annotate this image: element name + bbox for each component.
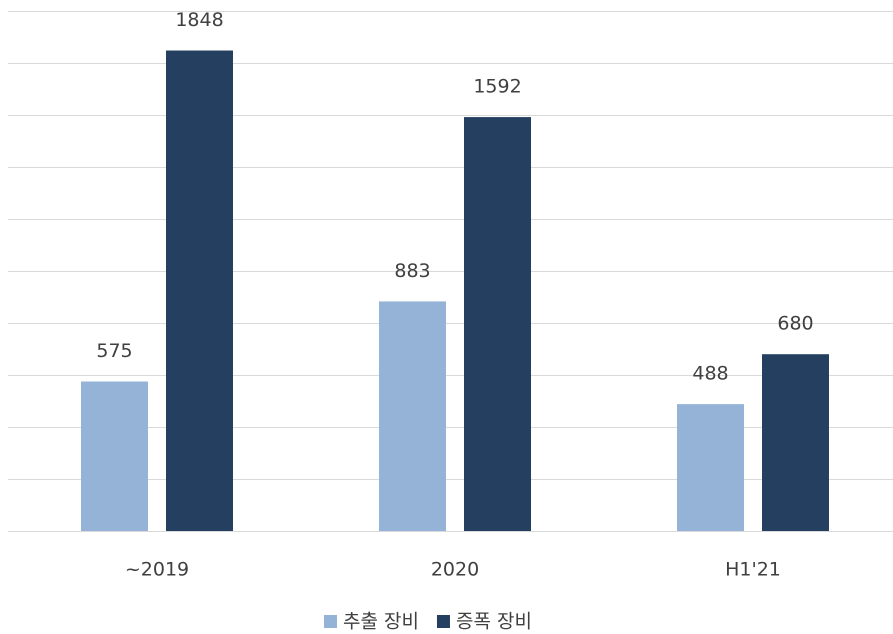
data-label: 488 (692, 363, 728, 385)
legend-label: 추출 장비 (343, 611, 419, 633)
bar (379, 301, 446, 531)
x-tick-label: 2020 (431, 559, 479, 581)
legend-swatch (436, 615, 450, 628)
bar (762, 354, 829, 531)
data-label: 1848 (175, 9, 223, 31)
x-tick-label: ~2019 (125, 559, 189, 581)
legend-label: 증폭 장비 (456, 611, 532, 633)
bar (464, 117, 531, 531)
bar (81, 381, 148, 531)
bar (677, 404, 744, 531)
data-label: 883 (394, 260, 430, 282)
data-label: 680 (777, 313, 813, 335)
data-label: 575 (96, 340, 132, 362)
x-tick-label: H1'21 (725, 559, 781, 581)
legend-swatch (324, 615, 337, 628)
bar (166, 50, 233, 532)
data-label: 1592 (473, 76, 521, 98)
